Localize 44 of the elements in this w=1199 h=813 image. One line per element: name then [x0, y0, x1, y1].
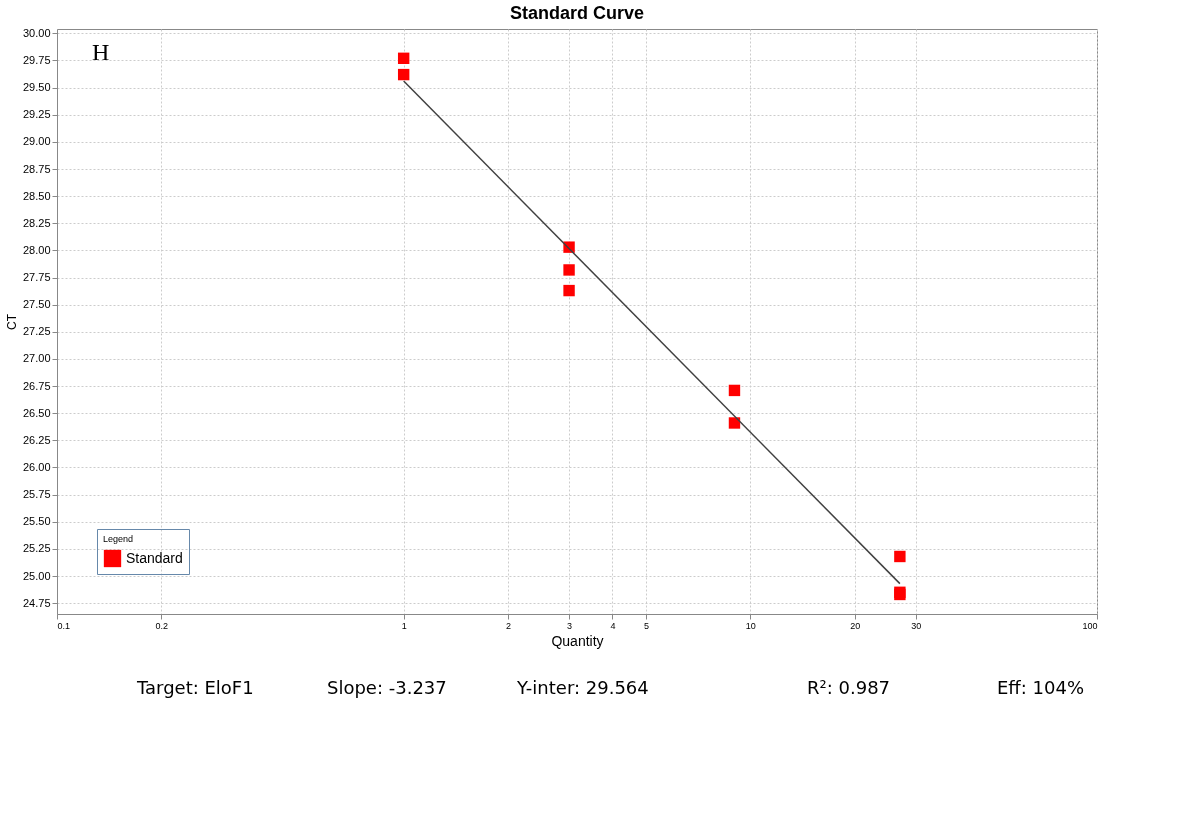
y-tick-label: 25.00: [22, 569, 51, 582]
y-axis-title: CT: [4, 313, 19, 330]
y-tick-label: 29.50: [22, 81, 51, 94]
x-tick-label: 100: [1082, 620, 1098, 631]
x-tick-label: 0.2: [155, 620, 169, 631]
x-tick-label: 1: [401, 620, 407, 631]
text: R²: 0.987: [807, 677, 891, 698]
y-tick-label: 25.50: [22, 515, 51, 528]
x-tick-label: 10: [745, 620, 756, 631]
text: Eff: 104%: [997, 677, 1085, 698]
y-tick-label: 27.75: [22, 271, 51, 284]
text: Y-inter: 29.564: [516, 677, 649, 698]
y-tick-label: 25.25: [22, 542, 51, 555]
y-tick-label: 27.50: [22, 298, 51, 311]
chart-title: Standard Curve: [509, 3, 645, 24]
y-tick-label: 28.00: [22, 243, 51, 256]
y-tick-label: 27.00: [22, 352, 51, 365]
legend-title: Legend: [103, 534, 134, 544]
y-tick-label: 25.75: [22, 488, 51, 501]
x-tick-label: 0.1: [57, 620, 71, 631]
y-tick-label: 28.75: [22, 162, 51, 175]
y-tick-label: 29.25: [22, 108, 51, 121]
y-tick-label: 26.00: [22, 460, 51, 473]
y-tick-label: 29.00: [22, 135, 51, 148]
y-tick-label: 26.50: [22, 406, 51, 419]
x-tick-label: 30: [911, 620, 922, 631]
x-tick-label: 4: [610, 620, 616, 631]
y-tick-label: 26.75: [22, 379, 51, 392]
y-tick-label: 28.25: [22, 216, 51, 229]
y-tick-label: 30.00: [22, 26, 51, 39]
y-tick-label: 29.75: [22, 53, 51, 66]
x-tick-label: 20: [850, 620, 861, 631]
y-tick-label: 28.50: [22, 189, 51, 202]
x-axis-title: Quantity: [551, 632, 604, 649]
text: Slope: -3.237: [327, 677, 447, 698]
x-tick-label: 2: [506, 620, 512, 631]
x-tick-label: 5: [643, 620, 649, 631]
x-tick-label: 3: [567, 620, 573, 631]
text: Target: EloF1: [136, 677, 254, 698]
y-tick-label: 24.75: [22, 596, 51, 609]
legend-label: Standard: [126, 549, 183, 566]
y-tick-label: 26.25: [22, 433, 51, 446]
annotation: H: [92, 39, 110, 65]
y-tick-label: 27.25: [22, 325, 51, 338]
